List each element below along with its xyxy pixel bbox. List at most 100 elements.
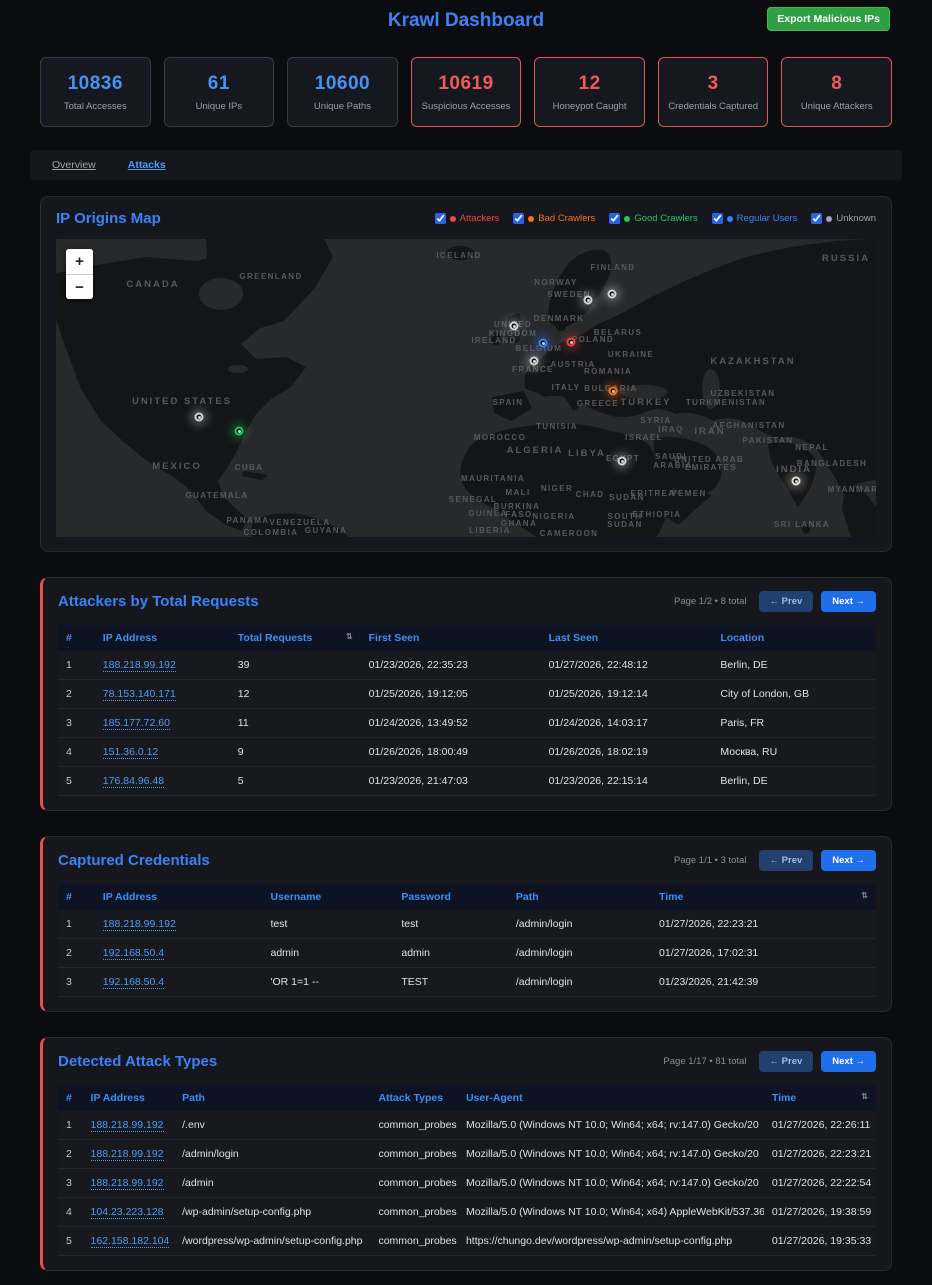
world-map[interactable]: + − [56,239,876,537]
column-header-time[interactable]: Time ⇅ [659,891,868,903]
map-country-label: RUSSIA [822,253,870,264]
credentials-prev-button[interactable]: ← Prev [758,850,814,871]
ip-address-link[interactable]: 162.158.182.104 [90,1235,170,1248]
table-row: 1 188.218.99.192 39 01/23/2026, 22:35:23 01/… [58,651,876,680]
ip-address-link[interactable]: 188.218.99.192 [102,659,176,672]
stat-value: 8 [831,72,843,94]
map-country-label: UNITED ARAB [674,455,744,464]
ip-address-link[interactable]: 188.218.99.192 [90,1119,164,1132]
marker-india[interactable] [791,476,801,486]
marker-us-central[interactable] [194,412,204,422]
map-country-label: MOROCCO [474,433,526,442]
column-header-location[interactable]: Location [720,632,765,644]
column-header-attack-types[interactable]: Attack Types [378,1092,444,1104]
ip-origins-map-card: IP Origins Map Attackers Bad Crawlers Good… [40,196,892,552]
legend-checkbox[interactable] [609,213,621,224]
column-header-username[interactable]: Username [270,891,322,903]
cell: 104.23.223.128 [82,1197,175,1227]
stat-value: 10836 [67,72,123,94]
zoom-in-button[interactable]: + [66,249,93,274]
stat-value: 61 [207,72,230,94]
ip-address-link[interactable]: 188.218.99.192 [102,918,176,931]
marker-cairo[interactable] [617,456,627,466]
row-index: 4 [58,1197,83,1227]
export-malicious-ips-button[interactable]: Export Malicious IPs [767,7,890,31]
legend-dot-icon [826,215,833,222]
column-header-ip-address[interactable]: IP Address [102,632,158,644]
marker-amsterdam[interactable] [538,338,548,348]
marker-paris[interactable] [529,356,539,366]
ip-address-link[interactable]: 185.177.72.60 [102,717,170,730]
table-row: 2 78.153.140.171 12 01/25/2026, 19:12:05 01/… [58,679,876,709]
column-header-user-agent[interactable]: User-Agent [465,1092,523,1104]
marker-berlin[interactable] [566,337,576,347]
zoom-out-button[interactable]: − [66,274,93,299]
column-header-first-seen[interactable]: First Seen [368,632,420,644]
column-header--[interactable]: # [66,1092,72,1104]
table-row: 3 185.177.72.60 11 01/24/2026, 13:49:52 01/2… [58,708,876,738]
attackers-prev-button[interactable]: ← Prev [758,591,814,612]
page-title: Krawl Dashboard [387,10,545,31]
marker-core [512,324,516,328]
ip-address-link[interactable]: 104.23.223.128 [90,1206,164,1219]
map-country-label: UZBEKISTAN [711,389,776,398]
map-country-label: SUDAN [607,520,642,529]
marker-us-southeast[interactable] [234,426,244,436]
ip-address-link[interactable]: 192.168.50.4 [102,976,165,989]
cell: /admin/login [174,1139,371,1169]
cell: 162.158.182.104 [82,1226,175,1256]
table-row: 2 192.168.50.4 admin admin/admin/login 01/27… [58,938,876,968]
column-header-ip-address[interactable]: IP Address [90,1092,145,1104]
legend-checkbox[interactable] [434,213,446,224]
credentials-next-button[interactable]: Next → [821,850,876,871]
map-country-label: ALGERIA [507,445,564,456]
marker-bulgaria[interactable] [608,386,618,396]
cell: 5 [229,766,361,796]
column-header-last-seen[interactable]: Last Seen [548,632,599,644]
legend-label: Bad Crawlers [538,213,596,224]
legend-checkbox[interactable] [513,213,525,224]
map-country-label: NEPAL [795,443,829,452]
table-row: 4 104.23.223.128/wp-admin/setup-config.ph… [58,1197,876,1227]
marker-london[interactable] [509,321,519,331]
map-country-label: UKRAINE [608,350,654,359]
column-header-time[interactable]: Time ⇅ [771,1092,868,1104]
attack-types-section-title: Detected Attack Types [58,1053,218,1070]
column-header-ip-address[interactable]: IP Address [102,891,158,903]
marker-stockholm[interactable] [583,295,593,305]
map-country-label: MAURITANIA [461,474,525,483]
cell: 151.36.0.12 [94,737,230,767]
cell: 39 [229,651,361,680]
attack-types-table: # IP Address Path Attack Types User-Agent Tim… [58,1085,876,1256]
cell: 01/27/2026, 17:02:31 [651,938,876,968]
ip-address-link[interactable]: 192.168.50.4 [102,947,165,960]
ip-address-link[interactable]: 78.153.140.171 [102,688,176,701]
cell: Mozilla/5.0 (Windows NT 10.0; Win64; x64… [457,1139,764,1169]
column-header-password[interactable]: Password [401,891,451,903]
attack-types-page-info: Page 1/17 • 81 total [663,1056,747,1067]
table-row: 5 162.158.182.104/wordpress/wp-admin/setu… [58,1226,876,1256]
legend-checkbox[interactable] [711,213,723,224]
ip-address-link[interactable]: 176.84.96.48 [102,775,165,788]
tab-attacks[interactable]: Attacks [127,159,166,171]
tab-overview[interactable]: Overview [52,159,96,171]
legend-checkbox[interactable] [811,213,823,224]
attack-types-prev-button[interactable]: ← Prev [758,1051,814,1072]
column-header-path[interactable]: Path [515,891,539,903]
column-header--[interactable]: # [66,632,72,644]
legend-dot-icon [726,215,733,222]
column-header-path[interactable]: Path [182,1092,205,1104]
map-country-label: GUINEA [468,509,508,518]
column-header-total-requests[interactable]: Total Requests ⇅ [237,632,353,644]
ip-address-link[interactable]: 188.218.99.192 [90,1177,164,1190]
ip-address-link[interactable]: 151.36.0.12 [102,746,159,759]
attack-types-next-button[interactable]: Next → [821,1051,876,1072]
marker-core [569,340,573,344]
cell: Mozilla/5.0 (Windows NT 10.0; Win64; x64… [457,1168,764,1198]
marker-baltic[interactable] [607,289,617,299]
ip-address-link[interactable]: 188.218.99.192 [90,1148,164,1161]
map-country-label: PANAMA [227,516,270,525]
row-index: 5 [58,1226,83,1256]
attackers-next-button[interactable]: Next → [821,591,876,612]
column-header--[interactable]: # [66,891,72,903]
